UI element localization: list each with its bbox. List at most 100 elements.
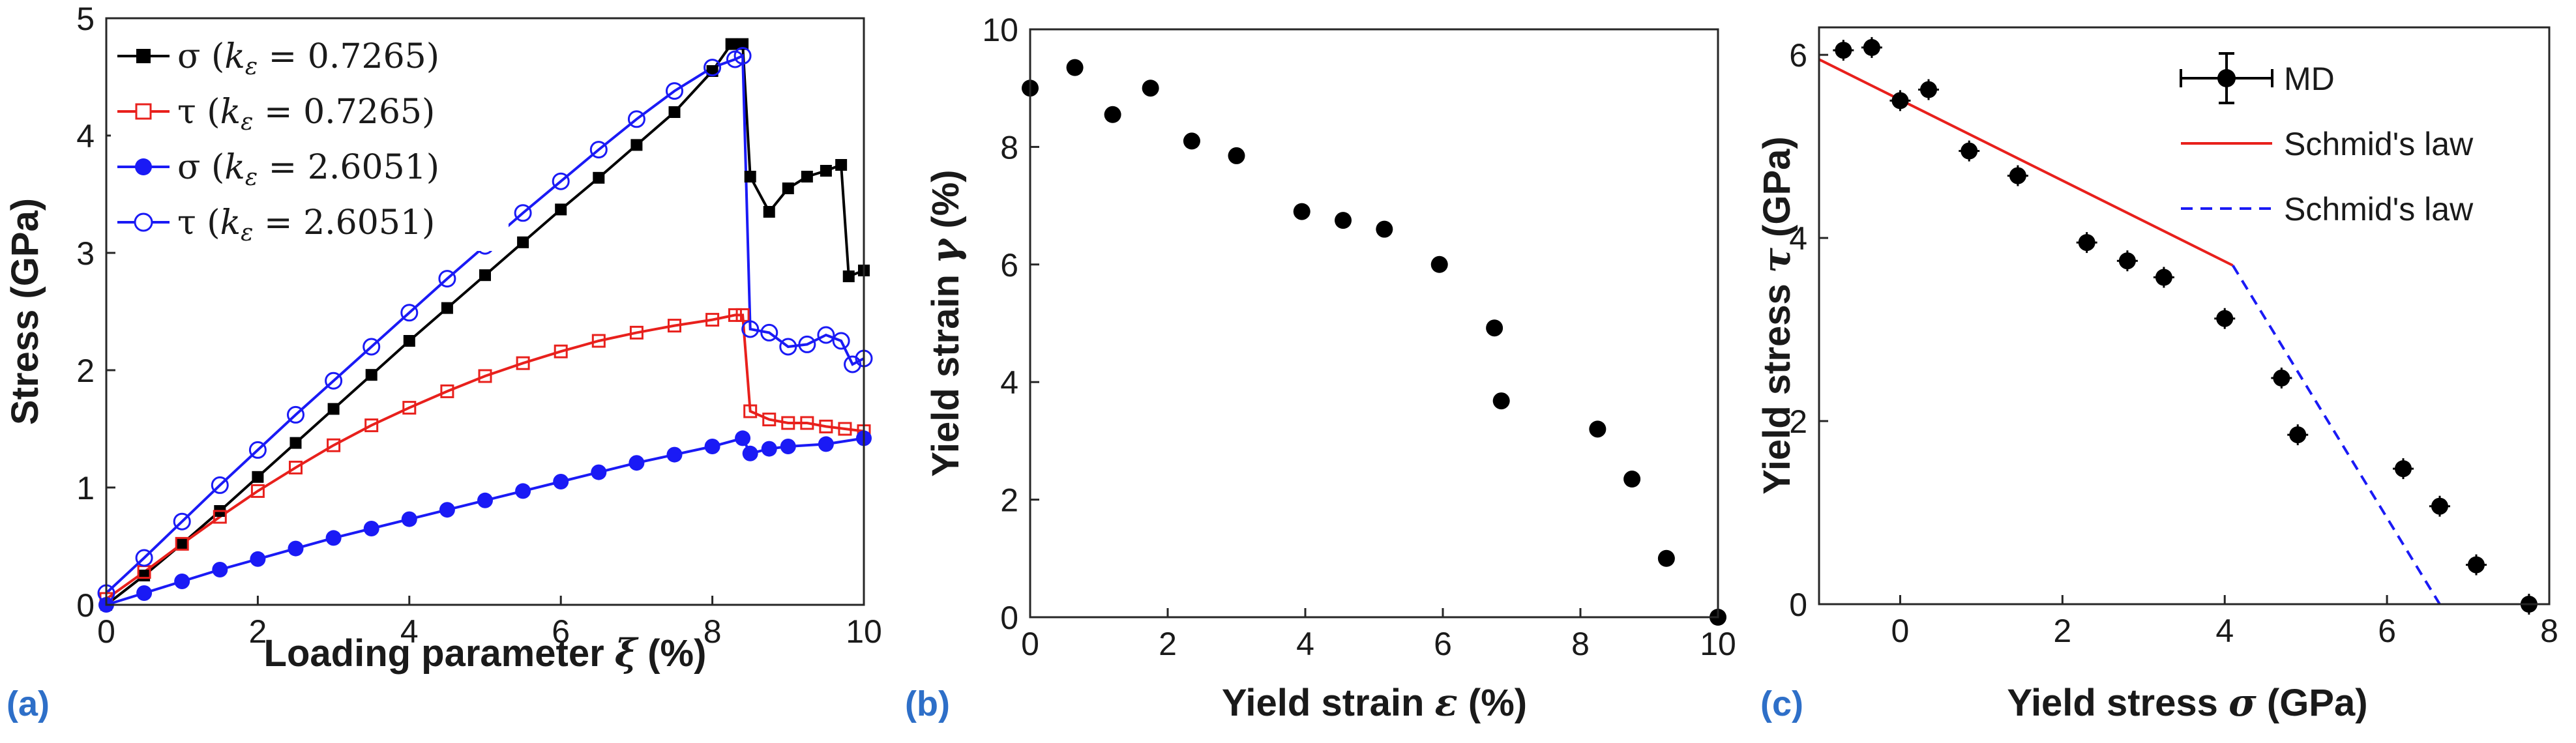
- legend-entry-tau-small-k: τ (kε = 0.7265): [117, 93, 435, 136]
- legend-marker-sigma-large-k: [135, 158, 152, 175]
- panel-a-series-0-point: [744, 171, 756, 182]
- panel-a-series-3-point: [325, 372, 343, 390]
- panel-c-md-point: [1920, 81, 1937, 98]
- panel-c-md-point: [1961, 142, 1978, 160]
- panel-a-series-2-point: [401, 511, 417, 527]
- panel-a-series-2-point: [735, 430, 751, 446]
- legend-marker-md: [2217, 69, 2236, 87]
- panel-a-series-0-point: [782, 182, 794, 194]
- panel-a-series-1-point: [554, 344, 568, 358]
- panel-a-series-0-point: [725, 38, 737, 50]
- panel-b-xtick-label: 10: [1700, 626, 1736, 662]
- panel-a-series-1-point: [735, 308, 750, 322]
- panel-a-series-0-point: [441, 302, 453, 314]
- panel-a-ytick-label: 2: [76, 353, 95, 389]
- panel-b-xtick-label: 8: [1571, 626, 1590, 662]
- panel-a-series-0-point: [842, 270, 855, 282]
- panel-b-point: [1376, 220, 1393, 238]
- panel-a-series-0-point: [801, 171, 813, 182]
- panel-b-point: [1293, 203, 1310, 220]
- panel-c-schmid-dashed-line: [2231, 265, 2441, 605]
- panel-a-ytick-label: 5: [76, 1, 95, 37]
- legend-entry-schmid-solid: Schmid's law: [2181, 126, 2474, 162]
- panel-c-xtick-label: 0: [1891, 613, 1910, 649]
- panel-a-series-1-point: [705, 313, 720, 327]
- panel-b-xtick-label: 6: [1434, 626, 1452, 662]
- panel-a-xlabel: Loading parameter ξ (%): [264, 631, 707, 675]
- panel-b-ytick-label: 0: [1000, 600, 1018, 636]
- panel-a-series-3-point: [363, 338, 381, 356]
- panel-a-ytick-label: 4: [76, 118, 95, 154]
- panel-a-ylabel: Stress (GPa): [4, 198, 46, 425]
- panel-a-series-3-point: [733, 47, 752, 65]
- panel-c-md-point: [1891, 92, 1909, 109]
- panel-a-series-2-point: [136, 585, 153, 601]
- panel-c-md-point: [2289, 426, 2307, 444]
- panel-c-md-point: [2395, 460, 2412, 478]
- panel-a-series-3-point: [760, 323, 778, 342]
- panel-c-ytick-label: 6: [1789, 37, 1807, 74]
- panel-a-series-0-point: [555, 203, 567, 216]
- panel-c-axes-box: [1818, 26, 2551, 605]
- panel-c-ytick-label: 2: [1789, 403, 1807, 440]
- panel-b-axes-box: [1029, 28, 1719, 619]
- panel-c-xtick-label: 2: [2053, 613, 2071, 649]
- legend-text-schmid-solid: Schmid's law: [2284, 126, 2474, 162]
- panel-a-series-1-point: [668, 319, 681, 333]
- legend-text-tau-small-k: τ (kε = 0.7265): [177, 93, 435, 136]
- panel-c-xtick-label: 4: [2215, 613, 2234, 649]
- panel-a-xtick-label: 0: [97, 613, 115, 650]
- panel-a-series-1-point: [364, 418, 379, 433]
- panel-a-series-3-point: [287, 405, 304, 424]
- panel-a-series-3-point: [589, 141, 608, 159]
- panel-b-xlabel: Yield strain ε (%): [1222, 680, 1527, 725]
- panel-a-series-2-point: [250, 551, 266, 567]
- panel-a-series-1-point: [743, 404, 758, 418]
- panel-a: 0 2 4 6 8 10 0 1 2 3 4 5 Loading parameter ξ (%) St…: [4, 1, 882, 723]
- panel-a-series-0-point: [737, 38, 749, 50]
- panel-b-point: [1623, 471, 1641, 488]
- panel-c-schmid-solid-line: [1818, 58, 2234, 267]
- panel-a-series-1-point: [591, 334, 606, 348]
- panel-b-point: [1066, 59, 1084, 76]
- panel-a-series-2-point: [477, 492, 493, 508]
- panel-b-ylabel: Yield strain γ (%): [923, 169, 968, 476]
- panel-a-ytick-label: 0: [76, 587, 95, 624]
- panel-a-series-1-point: [838, 422, 852, 436]
- panel-a-series-3-point: [514, 204, 532, 222]
- legend-entry-schmid-dashed: Schmid's law: [2181, 191, 2474, 227]
- panel-c: 0 2 4 6 8 0 2 4 6 Yield stress σ (GPa) Yield str…: [1754, 26, 2558, 725]
- legend-entry-tau-large-k: τ (kε = 2.6051): [117, 203, 435, 246]
- panel-a-series-3-point: [400, 304, 419, 322]
- panel-c-md-point: [1835, 42, 1852, 59]
- panel-a-series-1-point: [213, 510, 227, 524]
- panel-a-series-1-point: [175, 536, 189, 551]
- legend-entry-sigma-large-k: σ (kε = 2.6051): [117, 148, 439, 191]
- panel-a-series-2-point: [439, 502, 455, 518]
- panel-a-series-3-point: [844, 355, 862, 373]
- panel-a-legend-box: [111, 26, 509, 251]
- panel-a-series-0-point: [365, 369, 378, 381]
- panel-b-ytick-label: 6: [1000, 247, 1018, 284]
- panel-a-series-1-point: [516, 356, 530, 370]
- panel-c-md-point: [2431, 497, 2448, 515]
- panel-a-series-3-point: [552, 172, 570, 190]
- panel-a-series-line-2: [106, 437, 865, 606]
- panel-a-series-1-point: [762, 413, 777, 427]
- panel-c-xtick-label: 6: [2378, 613, 2396, 649]
- panel-b-ytick-label: 2: [1000, 482, 1018, 519]
- panel-a-series-1-point: [289, 460, 303, 474]
- panel-a-series-1-point: [478, 369, 492, 383]
- panel-b-label: (b): [905, 684, 950, 723]
- panel-c-md-point: [2155, 269, 2172, 286]
- panel-b-point: [1430, 255, 1448, 273]
- panel-a-series-0-point: [668, 106, 681, 118]
- panel-a-series-2-point: [761, 441, 777, 457]
- legend-text-sigma-large-k: σ (kε = 2.6051): [177, 148, 439, 191]
- panel-a-series-2-point: [363, 521, 379, 536]
- panel-c-legend: MD Schmid's law Schmid's law: [2180, 52, 2474, 227]
- panel-a-label: (a): [7, 684, 50, 723]
- panel-c-md-point: [2216, 310, 2234, 327]
